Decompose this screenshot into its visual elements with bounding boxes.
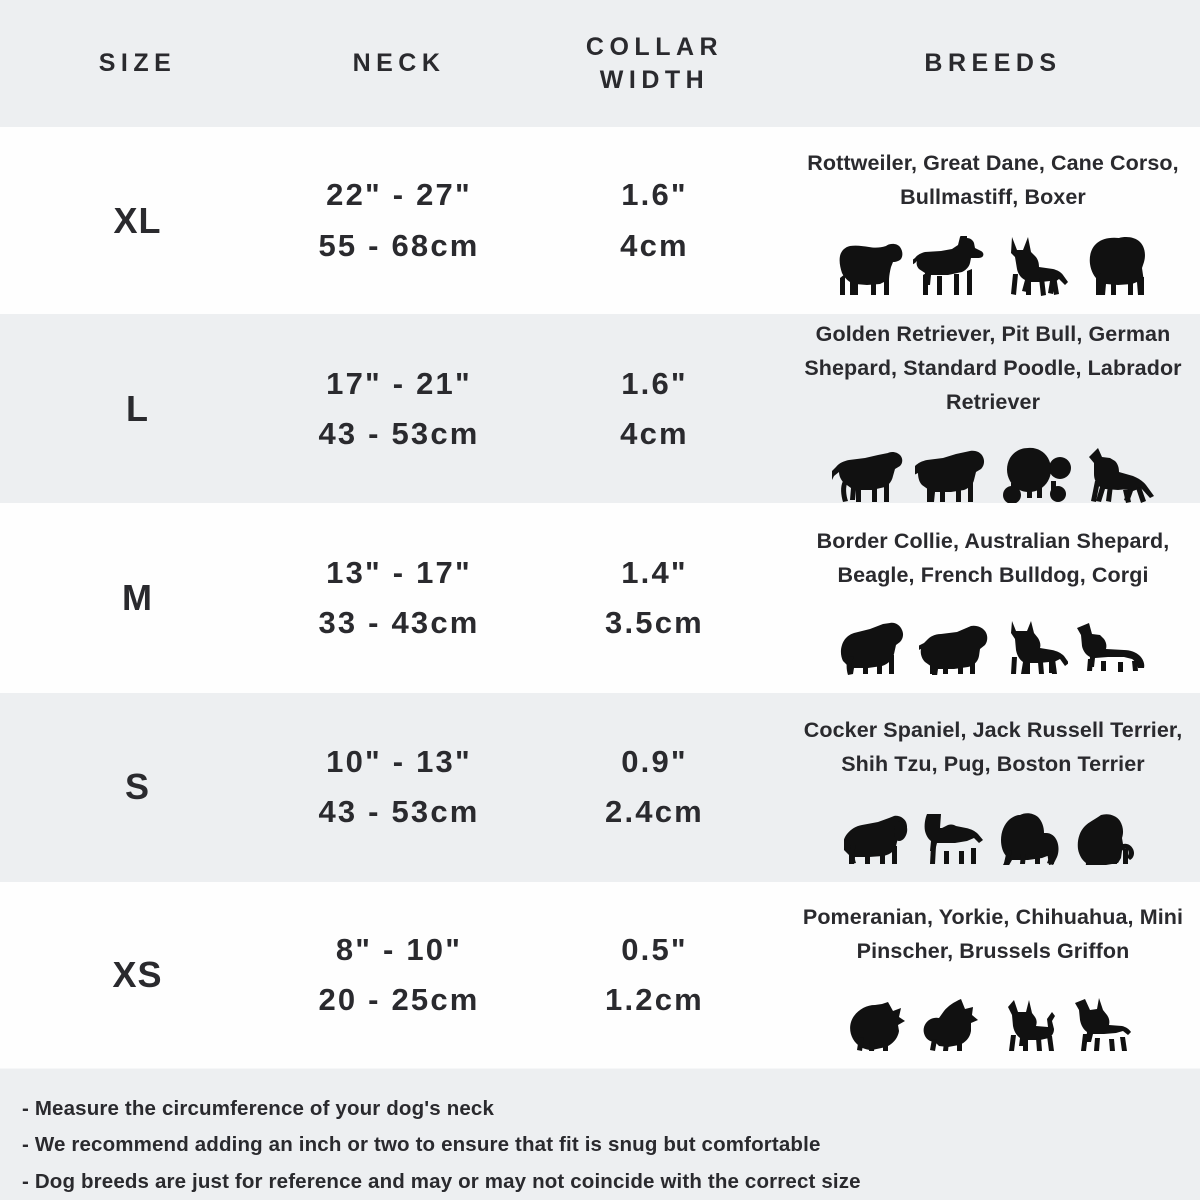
beagle-icon [918, 626, 987, 676]
jack-russell-terrier-icon [924, 813, 983, 864]
collar-cm: 1.2cm [605, 981, 704, 1017]
neck-cm: 33 - 43cm [318, 605, 480, 640]
cell-size: XL [0, 200, 275, 242]
column-header-breeds: BREEDS [924, 49, 1062, 77]
size-label: XS [112, 953, 163, 995]
table-row: L 17" - 21" 43 - 53cm 1.6" 4cm Golden Re… [0, 314, 1200, 504]
breeds-list: Golden Retriever, Pit Bull, German Shepa… [804, 322, 1182, 415]
size-label: L [126, 387, 149, 429]
collar-inches: 0.9" [621, 744, 688, 780]
neck-inches: 10" - 13" [326, 744, 472, 780]
breed-silhouettes [848, 978, 1139, 1052]
pomeranian-icon [849, 1002, 905, 1052]
footer-note: - Dog breeds are just for reference and … [22, 1169, 861, 1193]
yorkie-icon [923, 999, 978, 1052]
collar-inches: 1.6" [621, 177, 688, 213]
cell-size: S [0, 766, 275, 808]
breed-silhouettes [831, 429, 1155, 504]
corgi-icon [1076, 623, 1144, 673]
collar-cm: 4cm [620, 227, 689, 263]
size-label: S [124, 766, 150, 808]
cocker-spaniel-icon [843, 815, 907, 864]
cell-neck: 10" - 13" 43 - 53cm [275, 737, 523, 837]
breed-silhouettes [843, 791, 1143, 865]
breed-silhouettes [840, 601, 1147, 676]
size-label: M [122, 577, 153, 618]
column-header-neck: NECK [352, 49, 446, 77]
chart-footer-notes: - Measure the circumference of your dog'… [0, 1067, 1200, 1200]
border-collie-icon [840, 623, 903, 676]
cell-breeds: Golden Retriever, Pit Bull, German Shepa… [786, 314, 1200, 504]
cell-neck: 8" - 10" 20 - 25cm [275, 925, 523, 1025]
golden-retriever-icon [831, 452, 902, 503]
column-header-collar-width-line2: WIDTH [599, 65, 710, 94]
pug-icon [1077, 814, 1134, 865]
poodle-icon [1002, 448, 1071, 504]
table-row: XS 8" - 10" 20 - 25cm 0.5" 1.2cm Pomeran… [0, 882, 1200, 1068]
collar-inches: 0.5" [621, 931, 688, 967]
mini-pinscher-icon [1074, 998, 1131, 1052]
column-header-size: SIZE [98, 49, 177, 77]
neck-cm: 43 - 53cm [318, 794, 480, 830]
collar-inches: 1.4" [621, 554, 688, 590]
cell-collar-width: 0.5" 1.2cm [523, 925, 786, 1025]
collar-cm: 3.5cm [605, 605, 704, 640]
collar-inches: 1.6" [621, 365, 688, 401]
cell-collar-width: 1.6" 4cm [523, 170, 786, 270]
german-shepard-icon [1088, 448, 1154, 504]
cell-breeds: Cocker Spaniel, Jack Russell Terrier, Sh… [786, 710, 1200, 865]
collar-cm: 2.4cm [605, 794, 704, 830]
neck-inches: 22" - 27" [326, 177, 472, 213]
cell-size: XS [0, 954, 275, 996]
neck-cm: 43 - 53cm [318, 415, 480, 451]
cell-breeds: Border Collie, Australian Shepard, Beagl… [786, 521, 1200, 676]
great-dane-icon [912, 236, 983, 296]
cell-collar-width: 0.9" 2.4cm [523, 737, 786, 837]
table-row: S 10" - 13" 43 - 53cm 0.9" 2.4cm Cocker … [0, 692, 1200, 883]
neck-inches: 13" - 17" [326, 554, 472, 590]
cell-collar-width: 1.4" 3.5cm [523, 548, 786, 648]
breeds-list: Pomeranian, Yorkie, Chihuahua, Mini Pins… [802, 905, 1184, 964]
rottweiler-icon [839, 244, 902, 296]
cell-size: L [0, 388, 275, 430]
column-header-collar-width: COLLAR WIDTH [523, 31, 786, 97]
size-label: XL [113, 199, 162, 241]
cell-size: M [0, 577, 275, 619]
breed-silhouettes [828, 224, 1159, 298]
chihuahua-icon [1007, 1000, 1055, 1052]
column-header-collar-width-line1: COLLAR [585, 32, 724, 61]
bullmastiff-icon [1089, 237, 1145, 296]
table-row: M 13" - 17" 33 - 43cm 1.4" 3.5cm Border … [0, 503, 1200, 693]
neck-inches: 8" - 10" [335, 931, 463, 967]
breeds-list: Rottweiler, Great Dane, Cane Corso, Bull… [807, 151, 1179, 210]
pit-bull-icon [914, 451, 984, 503]
cell-neck: 17" - 21" 43 - 53cm [275, 359, 523, 459]
cell-collar-width: 1.6" 4cm [523, 359, 786, 459]
footer-note: - Measure the circumference of your dog'… [22, 1096, 495, 1120]
cane-corso-icon [1010, 237, 1068, 297]
table-header-row: SIZE NECK COLLAR WIDTH BREEDS [0, 0, 1200, 127]
neck-cm: 20 - 25cm [318, 981, 480, 1017]
cell-neck: 22" - 27" 55 - 68cm [275, 170, 523, 270]
neck-inches: 17" - 21" [326, 365, 472, 401]
cell-neck: 13" - 17" 33 - 43cm [275, 548, 523, 648]
footer-note: - We recommend adding an inch or two to … [22, 1133, 821, 1157]
neck-cm: 55 - 68cm [318, 227, 480, 263]
cell-breeds: Rottweiler, Great Dane, Cane Corso, Bull… [786, 143, 1200, 298]
french-bulldog-icon [1010, 621, 1068, 675]
table-row: XL 22" - 27" 55 - 68cm 1.6" 4cm Rottweil… [0, 127, 1200, 315]
cell-breeds: Pomeranian, Yorkie, Chihuahua, Mini Pins… [786, 897, 1200, 1052]
breeds-list: Border Collie, Australian Shepard, Beagl… [816, 528, 1170, 587]
shih-tzu-icon [1000, 813, 1058, 865]
collar-cm: 4cm [620, 415, 689, 451]
breeds-list: Cocker Spaniel, Jack Russell Terrier, Sh… [803, 717, 1183, 776]
